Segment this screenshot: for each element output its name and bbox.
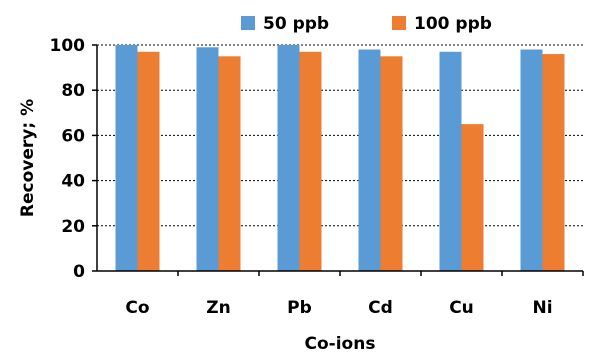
x-axis-title: Co-ions — [305, 334, 376, 354]
bar-co-50-ppb — [115, 45, 138, 271]
bar-cd-50-ppb — [358, 49, 381, 271]
legend: 50 ppb 100 ppb — [241, 14, 492, 34]
bar-pb-100-ppb — [299, 51, 322, 271]
legend-swatch — [392, 16, 406, 30]
bar-co-100-ppb — [137, 51, 160, 271]
x-tick-label: Zn — [206, 298, 230, 318]
gridlines — [97, 44, 583, 227]
bar-zn-100-ppb — [218, 56, 241, 271]
x-tick-labels: Co Zn Pb Cd Cu Ni — [125, 271, 584, 318]
y-axis-title: Recovery; % — [18, 99, 38, 217]
axes — [96, 45, 583, 272]
y-tick-labels: 0 20 40 60 80 100 — [50, 36, 97, 282]
y-tick-label: 40 — [61, 172, 85, 192]
bar-cd-100-ppb — [380, 56, 403, 271]
bars — [115, 45, 565, 272]
bar-zn-50-ppb — [196, 47, 219, 272]
y-tick-label: 20 — [61, 217, 85, 237]
legend-swatch — [241, 16, 255, 30]
x-tick-label: Co — [125, 298, 149, 318]
x-tick-label: Cu — [449, 298, 474, 318]
x-tick-label: Cd — [368, 298, 393, 318]
bar-ni-100-ppb — [542, 54, 565, 271]
bar-cu-50-ppb — [439, 51, 462, 271]
legend-label: 50 ppb — [263, 14, 329, 34]
bar-ni-50-ppb — [520, 49, 543, 271]
legend-label: 100 ppb — [414, 14, 492, 34]
bar-pb-50-ppb — [277, 45, 300, 271]
y-tick-label: 60 — [61, 126, 85, 146]
y-tick-label: 100 — [50, 36, 86, 56]
y-tick-label: 0 — [73, 262, 85, 282]
x-tick-label: Ni — [532, 298, 552, 318]
y-tick-label: 80 — [61, 81, 85, 101]
bar-cu-100-ppb — [461, 124, 484, 271]
x-tick-label: Pb — [287, 298, 312, 318]
